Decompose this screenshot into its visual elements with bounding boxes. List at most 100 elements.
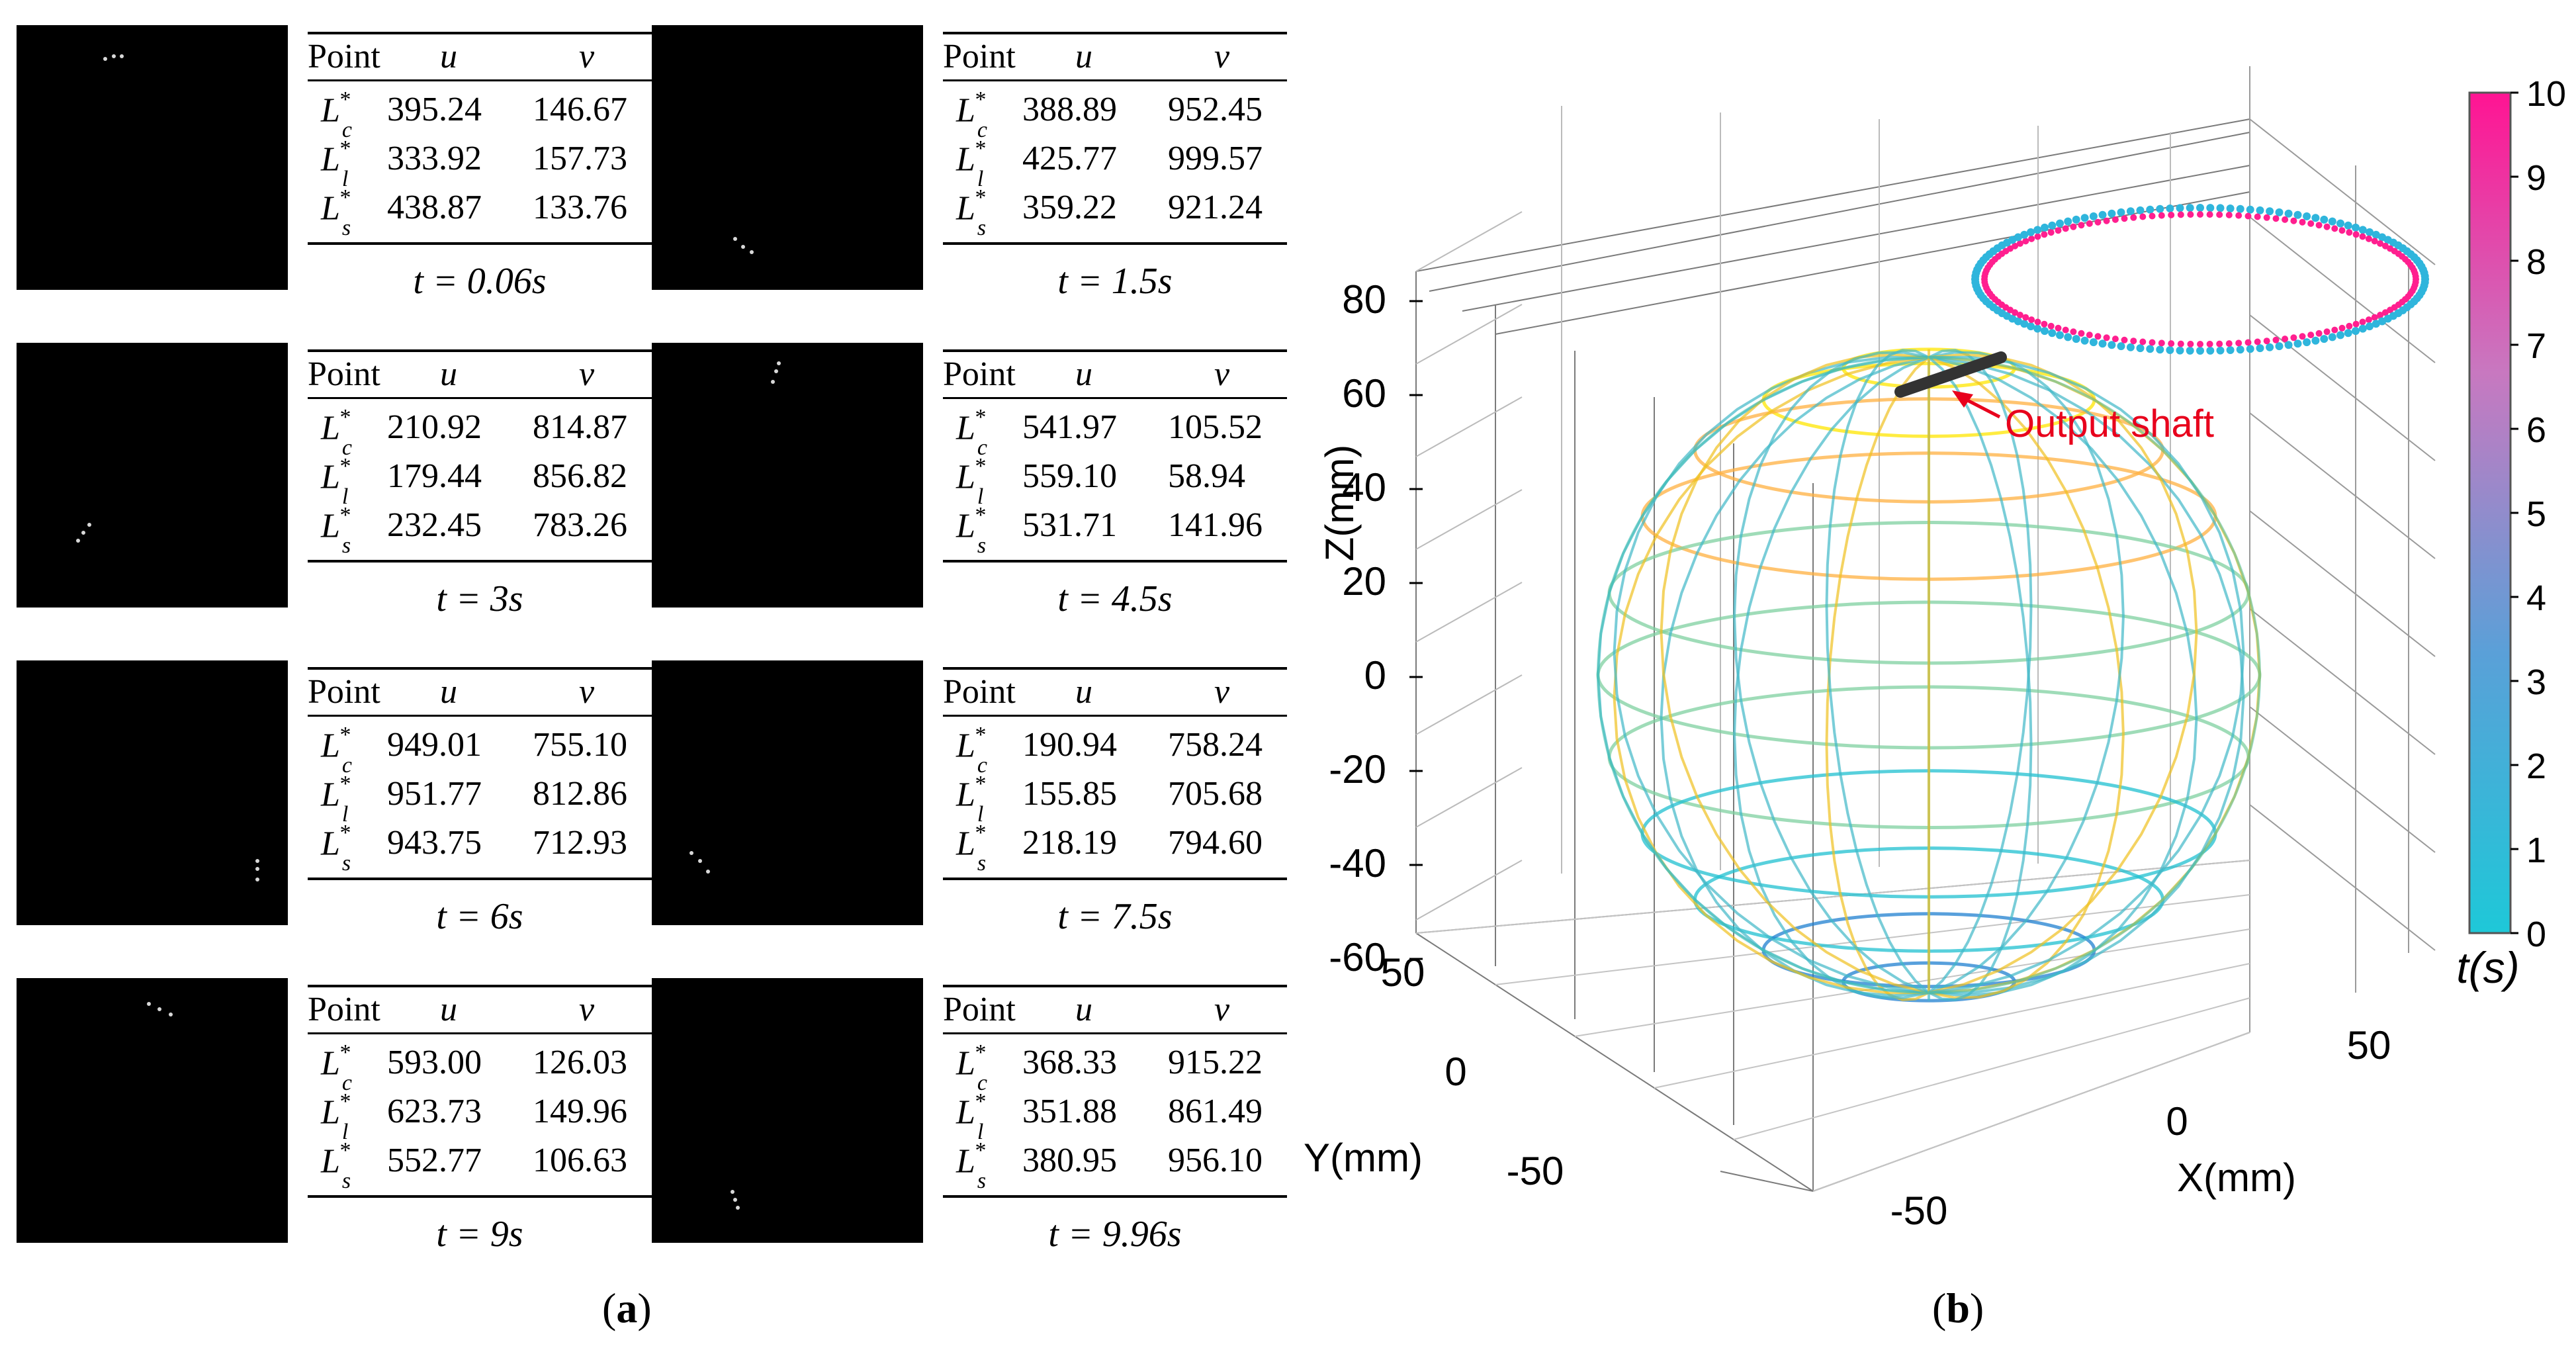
- table-rule: [308, 985, 652, 987]
- table-rule: [308, 1195, 652, 1198]
- camera-frame: [17, 25, 288, 290]
- header-point: Point: [308, 38, 380, 75]
- point-symbol: L*c: [321, 405, 353, 460]
- table-row: L*l 951.77 812.86: [308, 772, 652, 827]
- header-u: u: [440, 355, 457, 393]
- trajectory-point: [2320, 215, 2329, 224]
- u-value: 593.00: [387, 1044, 482, 1081]
- trajectory-point: [2216, 204, 2225, 212]
- trajectory-point: [2033, 226, 2042, 234]
- trajectory-point: [2235, 212, 2243, 219]
- trajectory-point: [2366, 322, 2374, 331]
- table-rule: [943, 242, 1287, 245]
- light-spot: [689, 851, 694, 855]
- axis-frame-line: [1495, 191, 2250, 335]
- grid-line: [1415, 489, 1523, 550]
- colorbar-tick-label: 2: [2526, 746, 2546, 786]
- trajectory-point: [2108, 341, 2116, 349]
- panel-b: Output shaft 80 60 40 20 0 -20 -40 -60 Z(mm) 50 0 -5…: [1297, 0, 2576, 1349]
- trajectory-point: [2186, 346, 2194, 355]
- table-row: L*c 949.01 755.10: [308, 723, 652, 778]
- table-header: Point u v: [943, 355, 1287, 397]
- table-row: L*l 623.73 149.96: [308, 1089, 652, 1144]
- trajectory-point: [2338, 324, 2346, 332]
- trajectory-point: [2149, 339, 2156, 346]
- floor-grid-line: [1654, 963, 2250, 1089]
- trajectory-point: [2352, 231, 2360, 238]
- trajectory-point: [2272, 215, 2280, 222]
- table-rule: [308, 242, 652, 245]
- header-point: Point: [943, 673, 1016, 711]
- trajectory-point: [2346, 322, 2353, 330]
- x-tick-label: -50: [1890, 1189, 1948, 1233]
- trajectory-point: [2244, 212, 2252, 220]
- light-spot: [730, 1190, 734, 1194]
- table-rule: [308, 878, 652, 880]
- trajectory-point: [2206, 340, 2213, 347]
- coordinate-table: Point u v L*c 593.00 126.03 L*l 623.73 149.96 L*s…: [308, 985, 652, 1210]
- table-header: Point u v: [943, 37, 1287, 79]
- trajectory-point: [2177, 211, 2184, 218]
- trajectory-point: [2139, 213, 2147, 220]
- grid-line: [1415, 304, 1523, 365]
- trajectory-point: [2086, 220, 2093, 227]
- trajectory-point: [2352, 327, 2360, 336]
- panel-a: Point u v L*c 395.24 146.67 L*l 333.92 157.73 L*s…: [17, 25, 1287, 1331]
- trajectory-point: [2158, 339, 2165, 347]
- trajectory-point: [2263, 214, 2270, 221]
- table-row: L*c 368.33 915.22: [943, 1040, 1287, 1095]
- y-tick-label: 50: [1381, 950, 1425, 995]
- v-value: 105.52: [1168, 408, 1263, 446]
- table-row: L*l 333.92 157.73: [308, 136, 652, 191]
- trajectory-point: [2336, 331, 2344, 339]
- trajectory-point: [2359, 318, 2366, 326]
- header-v: v: [1214, 355, 1230, 393]
- u-value: 333.92: [387, 140, 482, 177]
- u-value: 438.87: [387, 189, 482, 226]
- sphere-longitude: [1928, 356, 2245, 995]
- grid-line: [1415, 767, 1523, 828]
- trajectory-point: [2016, 240, 2023, 247]
- sphere-3d-plot: Output shaft806040200-20-40-60Z(mm)500-5…: [1304, 66, 2566, 1233]
- point-symbol: L*s: [321, 503, 351, 558]
- trajectory-point: [2336, 219, 2344, 228]
- camera-frame: [652, 25, 923, 290]
- trajectory-point: [2282, 336, 2289, 343]
- trajectory-point: [2311, 214, 2320, 222]
- camera-frame: [17, 978, 288, 1243]
- trajectory-point: [2365, 235, 2372, 242]
- point-symbol: L*s: [321, 1138, 351, 1193]
- header-u: u: [1075, 991, 1092, 1028]
- coordinate-table: Point u v L*c 190.94 758.24 L*l 155.85 705.68 L*s…: [943, 667, 1287, 892]
- trajectory-point: [2378, 317, 2387, 326]
- z-tick-label: 0: [1364, 653, 1386, 698]
- trajectory-point: [2275, 208, 2284, 216]
- trajectory-point: [2235, 339, 2243, 347]
- z-tick-label: 60: [1342, 371, 1386, 416]
- camera-frame: [17, 660, 288, 925]
- camera-frame: [652, 660, 923, 925]
- trajectory-point: [2146, 345, 2154, 353]
- header-point: Point: [308, 355, 380, 393]
- trajectory-point: [2168, 211, 2175, 218]
- trajectory-point: [2225, 211, 2233, 218]
- table-row: L*s 232.45 783.26: [308, 503, 652, 558]
- trajectory-point: [2041, 231, 2048, 238]
- trajectory-point: [2022, 238, 2029, 245]
- trajectory-point: [2136, 344, 2145, 353]
- trajectory-point: [2103, 334, 2110, 341]
- trajectory-point: [2041, 320, 2048, 328]
- table-row: L*s 218.19 794.60: [943, 821, 1287, 876]
- grid-line: [2249, 412, 2436, 559]
- header-u: u: [440, 38, 457, 75]
- grid-line: [2249, 314, 2436, 461]
- trajectory-point: [2072, 335, 2080, 343]
- table-row: L*l 559.10 58.94: [943, 454, 1287, 509]
- camera-frame: [652, 343, 923, 608]
- v-value: 794.60: [1168, 824, 1263, 862]
- v-value: 157.73: [533, 140, 627, 177]
- trajectory-point: [2352, 223, 2360, 232]
- table-rule: [308, 397, 652, 399]
- axis-frame-line: [1720, 1171, 1814, 1192]
- trajectory-point: [2055, 227, 2062, 234]
